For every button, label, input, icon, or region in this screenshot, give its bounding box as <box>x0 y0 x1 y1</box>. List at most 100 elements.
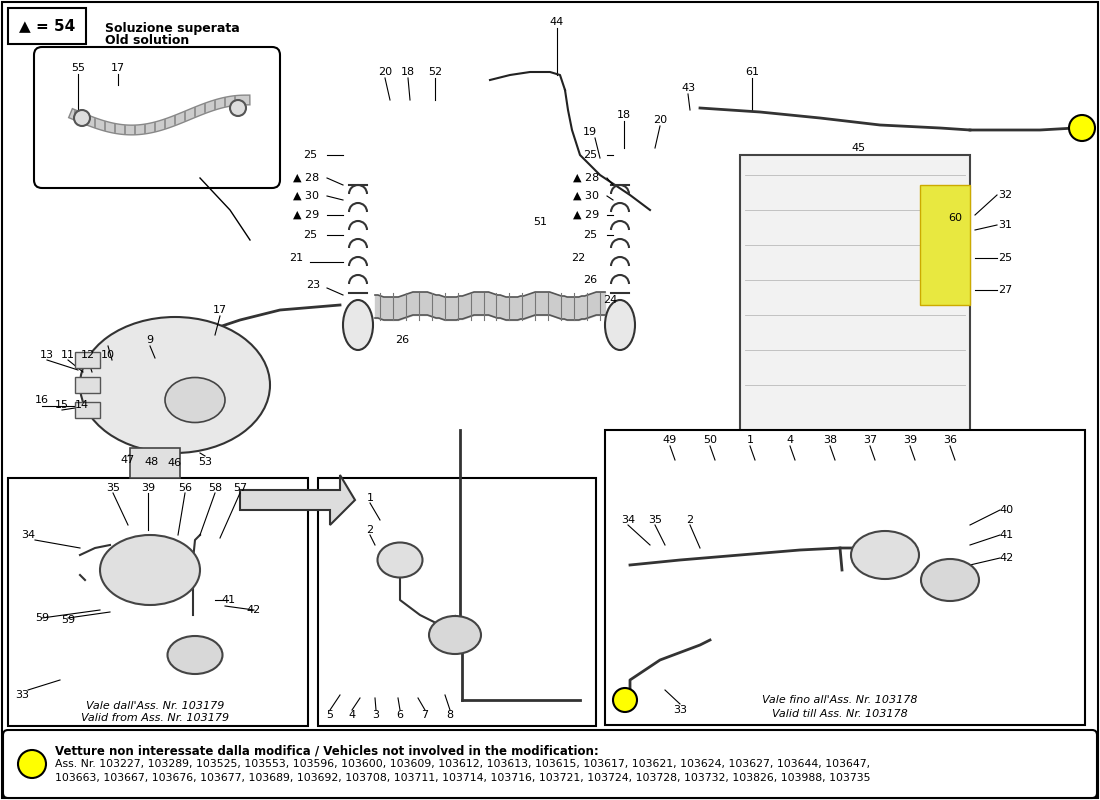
Text: 1: 1 <box>747 435 754 445</box>
Ellipse shape <box>921 559 979 601</box>
Text: 12: 12 <box>81 350 95 360</box>
Text: ▲ 30: ▲ 30 <box>293 191 319 201</box>
Circle shape <box>613 688 637 712</box>
Text: 57: 57 <box>233 483 248 493</box>
Bar <box>920 185 970 305</box>
Text: 11: 11 <box>60 350 75 360</box>
Text: 34: 34 <box>620 515 635 525</box>
Text: A: A <box>620 695 629 705</box>
Text: ▲ = 54: ▲ = 54 <box>19 18 75 34</box>
Text: 18: 18 <box>400 67 415 77</box>
Text: Old solution: Old solution <box>104 34 189 47</box>
Text: 58: 58 <box>208 483 222 493</box>
Text: 6: 6 <box>396 710 404 720</box>
Text: 27: 27 <box>998 285 1012 295</box>
Text: 26: 26 <box>395 335 409 345</box>
Text: 38: 38 <box>823 435 837 445</box>
Text: 31: 31 <box>998 220 1012 230</box>
Text: 45: 45 <box>851 143 865 153</box>
Bar <box>75 352 100 368</box>
Text: 26: 26 <box>583 275 597 285</box>
Text: 36: 36 <box>943 435 957 445</box>
Text: 60: 60 <box>948 213 962 223</box>
Text: 40: 40 <box>1000 505 1014 515</box>
Text: 24: 24 <box>603 295 617 305</box>
Text: 2: 2 <box>686 515 694 525</box>
Bar <box>318 478 596 726</box>
Text: 39: 39 <box>141 483 155 493</box>
Text: 22: 22 <box>571 253 585 263</box>
Bar <box>75 402 100 418</box>
Text: 37: 37 <box>862 435 877 445</box>
Text: 41: 41 <box>1000 530 1014 540</box>
Text: 43: 43 <box>681 83 695 93</box>
Text: ▲ 30: ▲ 30 <box>573 191 600 201</box>
Text: Vetture non interessate dalla modifica / Vehicles not involved in the modificati: Vetture non interessate dalla modifica /… <box>55 745 598 758</box>
FancyBboxPatch shape <box>34 47 280 188</box>
Bar <box>8 478 308 726</box>
FancyBboxPatch shape <box>3 730 1097 798</box>
Text: Soluzione superata: Soluzione superata <box>104 22 240 35</box>
Polygon shape <box>240 475 355 525</box>
Text: A: A <box>26 757 37 771</box>
Text: 56: 56 <box>178 483 192 493</box>
Text: 14: 14 <box>75 400 89 410</box>
Text: 8: 8 <box>447 710 453 720</box>
Ellipse shape <box>851 531 918 579</box>
Ellipse shape <box>429 616 481 654</box>
Text: 20: 20 <box>378 67 392 77</box>
Text: Valid till Ass. Nr. 103178: Valid till Ass. Nr. 103178 <box>772 709 908 719</box>
Text: A: A <box>1077 122 1087 134</box>
Text: 103663, 103667, 103676, 103677, 103689, 103692, 103708, 103711, 103714, 103716, : 103663, 103667, 103676, 103677, 103689, … <box>55 773 870 783</box>
Text: 20: 20 <box>653 115 667 125</box>
Circle shape <box>18 750 46 778</box>
Bar <box>130 448 180 478</box>
Text: ▲ 28: ▲ 28 <box>293 173 319 183</box>
Text: 49: 49 <box>663 435 678 445</box>
Text: 4: 4 <box>786 435 793 445</box>
Text: 25: 25 <box>998 253 1012 263</box>
Circle shape <box>74 110 90 126</box>
Text: 35: 35 <box>648 515 662 525</box>
Text: 59: 59 <box>60 615 75 625</box>
Text: 41: 41 <box>221 595 235 605</box>
Text: 48: 48 <box>145 457 160 467</box>
Text: 34: 34 <box>21 530 35 540</box>
Text: 2: 2 <box>366 525 374 535</box>
Text: 25: 25 <box>583 230 597 240</box>
Text: 25: 25 <box>302 150 317 160</box>
Bar <box>75 377 100 393</box>
Text: 59: 59 <box>35 613 50 623</box>
Text: 33: 33 <box>673 705 688 715</box>
Text: 1: 1 <box>366 493 374 503</box>
Text: 17: 17 <box>111 63 125 73</box>
Text: Vale fino all'Ass. Nr. 103178: Vale fino all'Ass. Nr. 103178 <box>762 695 917 705</box>
Circle shape <box>230 100 246 116</box>
Text: 55: 55 <box>72 63 85 73</box>
Text: 7: 7 <box>421 710 429 720</box>
Text: 33: 33 <box>15 690 29 700</box>
Text: 52: 52 <box>428 67 442 77</box>
Text: 44: 44 <box>550 17 564 27</box>
Text: ▲ 29: ▲ 29 <box>293 210 319 220</box>
Text: 17: 17 <box>213 305 227 315</box>
Ellipse shape <box>100 535 200 605</box>
Ellipse shape <box>605 300 635 350</box>
Text: 51: 51 <box>534 217 547 227</box>
Bar <box>740 155 970 435</box>
Text: 50: 50 <box>703 435 717 445</box>
Ellipse shape <box>377 542 422 578</box>
Text: 15: 15 <box>55 400 69 410</box>
Text: 39: 39 <box>903 435 917 445</box>
Ellipse shape <box>343 300 373 350</box>
Text: SIMOS
parts shop: SIMOS parts shop <box>352 261 808 579</box>
Text: 35: 35 <box>106 483 120 493</box>
Text: 32: 32 <box>998 190 1012 200</box>
Text: 25: 25 <box>583 150 597 160</box>
Text: 61: 61 <box>745 67 759 77</box>
Text: 18: 18 <box>617 110 631 120</box>
Text: Ass. Nr. 103227, 103289, 103525, 103553, 103596, 103600, 103609, 103612, 103613,: Ass. Nr. 103227, 103289, 103525, 103553,… <box>55 759 870 769</box>
Text: Valid from Ass. Nr. 103179: Valid from Ass. Nr. 103179 <box>81 713 229 723</box>
Ellipse shape <box>167 636 222 674</box>
Bar <box>8 8 86 44</box>
